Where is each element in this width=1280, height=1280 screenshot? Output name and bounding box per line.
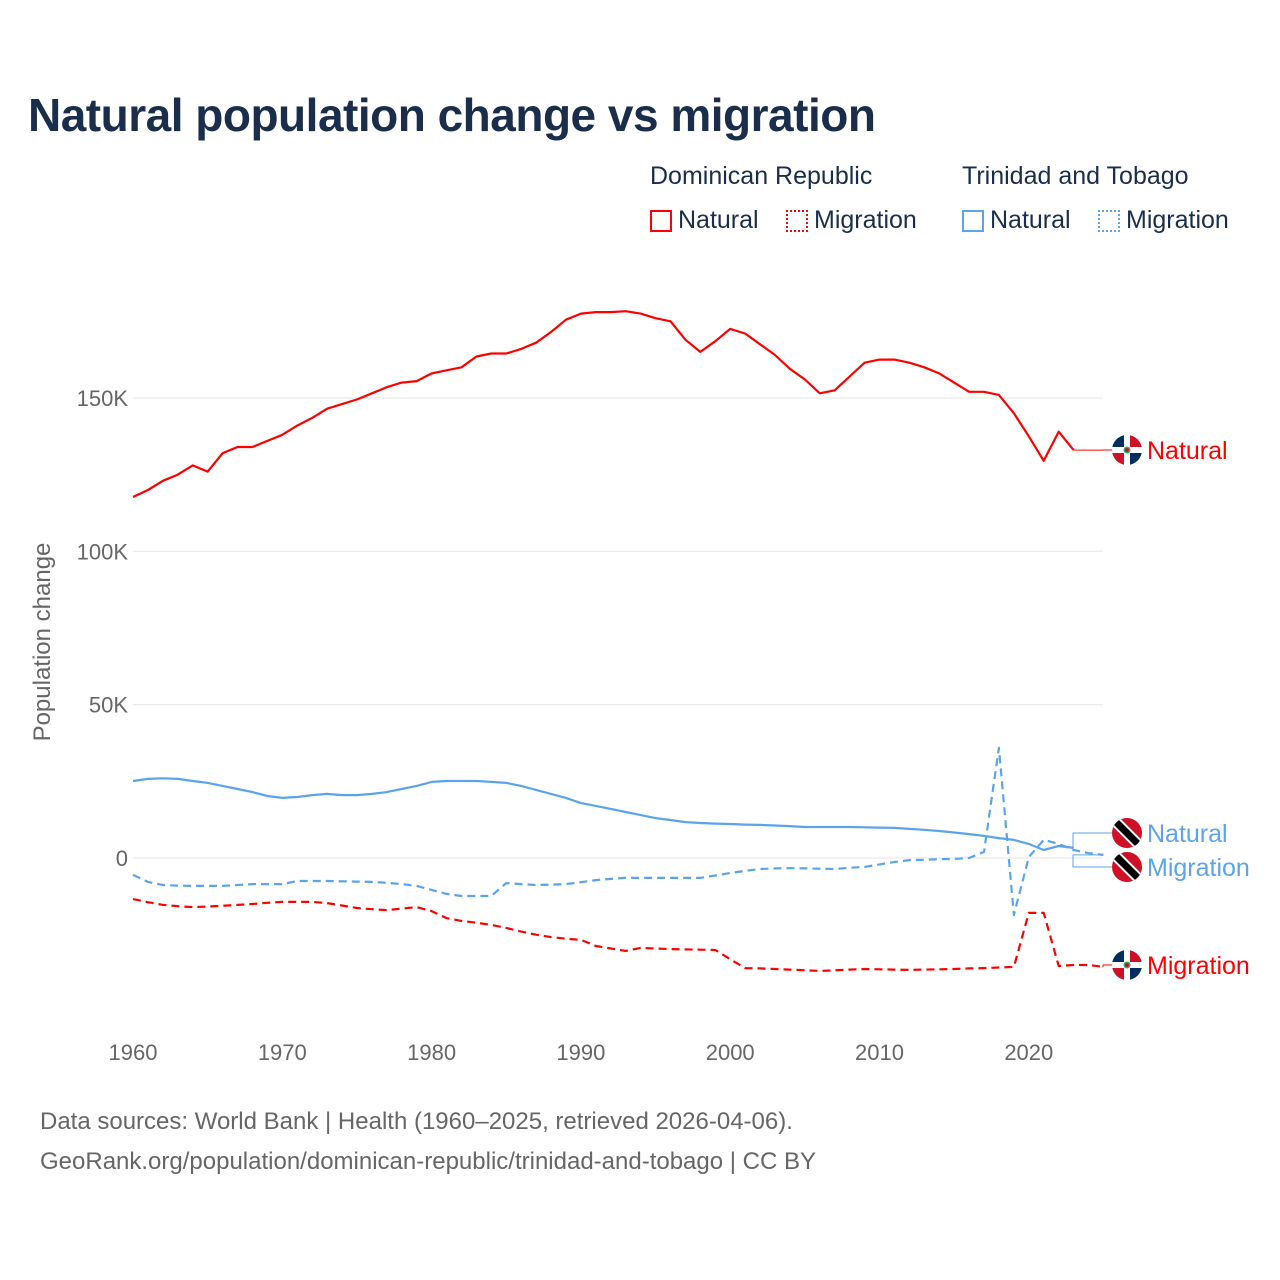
y-axis-title: Population change <box>29 543 56 742</box>
data-source-note: Data sources: World Bank | Health (1960–… <box>40 1108 793 1135</box>
chart-title: Natural population change vs migration <box>28 89 876 141</box>
series-end-label: Migration <box>1147 854 1250 882</box>
x-tick-label: 1970 <box>258 1040 307 1065</box>
x-tick-label: 2000 <box>706 1040 755 1065</box>
legend-label: Migration <box>1126 206 1229 234</box>
x-tick-label: 2010 <box>855 1040 904 1065</box>
legend-swatch-solid-red <box>650 209 672 232</box>
legend-group-dominican-republic: Dominican Republic <box>650 162 873 190</box>
y-tick-label: 50K <box>89 693 128 718</box>
series-end-label: Migration <box>1147 952 1250 980</box>
series-line-trinidad-and-tobago-migration <box>132 746 1104 917</box>
legend-swatch-solid-blue <box>962 209 984 232</box>
legend-group-trinidad-and-tobago: Trinidad and Tobago <box>962 162 1189 190</box>
source-link[interactable]: GeoRank.org/population/dominican-republi… <box>40 1148 817 1175</box>
legend-swatch-dotted-blue <box>1098 209 1120 232</box>
legend-item-tt-migration[interactable]: Migration <box>1098 206 1229 235</box>
legend-label: Migration <box>814 206 917 234</box>
x-tick-label: 2020 <box>1004 1040 1053 1065</box>
trinidad-and-tobago-flag-icon <box>1112 818 1142 848</box>
label-connector <box>1102 964 1112 968</box>
legend-label: Natural <box>990 206 1071 234</box>
series-line-dominican-republic-migration <box>132 898 1104 972</box>
dominican-republic-flag-icon <box>1112 950 1142 980</box>
y-tick-label: 150K <box>77 386 129 411</box>
dominican-republic-flag-icon <box>1112 435 1142 465</box>
series-end-label: Natural <box>1147 820 1228 848</box>
legend-label: Natural <box>678 206 759 234</box>
x-tick-label: 1990 <box>556 1040 605 1065</box>
series-line-trinidad-and-tobago-natural <box>132 777 1074 852</box>
y-tick-label: 100K <box>77 539 129 564</box>
series-end-label: Natural <box>1147 437 1228 465</box>
legend-item-dr-natural[interactable]: Natural <box>650 206 759 235</box>
label-connector <box>1072 854 1112 868</box>
legend-item-tt-natural[interactable]: Natural <box>962 206 1071 235</box>
x-tick-label: 1960 <box>109 1040 158 1065</box>
label-connector <box>1072 832 1112 849</box>
legend-swatch-dotted-red <box>786 209 808 232</box>
series-line-dominican-republic-natural <box>132 310 1075 498</box>
x-tick-label: 1980 <box>407 1040 456 1065</box>
trinidad-and-tobago-flag-icon <box>1112 852 1142 882</box>
y-tick-label: 0 <box>116 846 128 871</box>
legend-item-dr-migration[interactable]: Migration <box>786 206 917 235</box>
